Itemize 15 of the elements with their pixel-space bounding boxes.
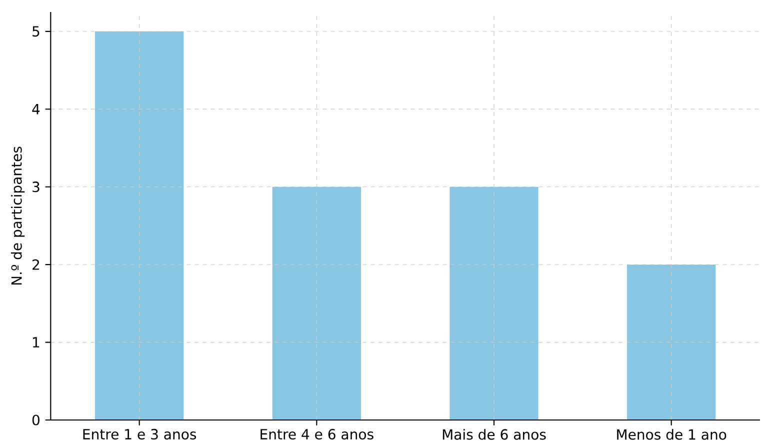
y-tick-label: 5 xyxy=(32,26,40,37)
bar xyxy=(95,31,184,420)
bar xyxy=(272,186,362,420)
y-tick-label: 0 xyxy=(32,414,40,426)
y-tick-label: 3 xyxy=(32,182,40,192)
y-axis-title: N.º de participantes xyxy=(11,146,25,285)
bar xyxy=(627,264,716,420)
x-tick-label: Entre 4 e 6 anos xyxy=(260,428,374,440)
y-tick-label: 1 xyxy=(33,337,40,348)
x-tick-label: Mais de 6 anos xyxy=(442,428,546,440)
y-tick-label: 2 xyxy=(32,259,40,270)
bar xyxy=(450,186,538,420)
x-tick-label: Menos de 1 ano xyxy=(617,428,726,440)
x-tick-label: Entre 1 e 3 anos xyxy=(83,428,196,440)
y-tick-label: 4 xyxy=(32,104,40,114)
